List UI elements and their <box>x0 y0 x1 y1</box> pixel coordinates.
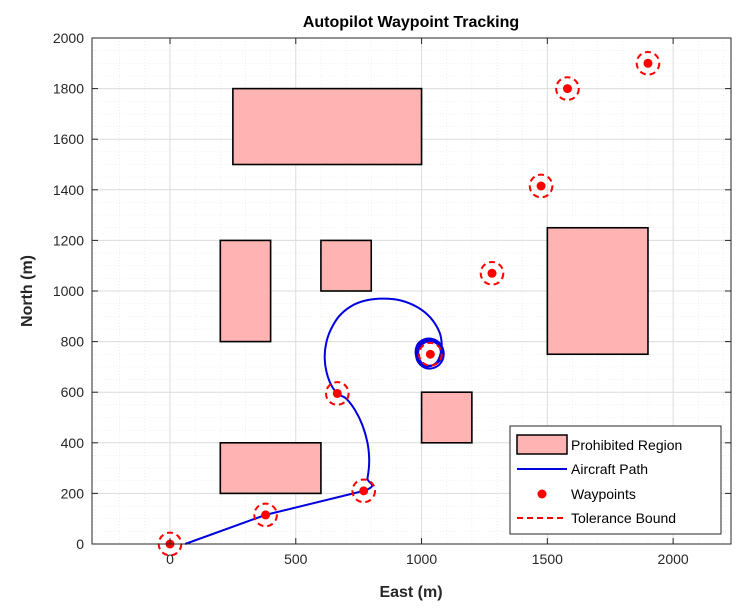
tolerance-bound-6 <box>479 260 505 286</box>
axis-ticks <box>92 37 731 545</box>
x-tick-label: 0 <box>166 551 174 567</box>
prohibited-region-1 <box>232 87 423 166</box>
y-tick-label: 800 <box>61 334 85 350</box>
y-tick-labels: 0 200 400 600 800 1000 1200 1400 1600 1800 2000 <box>53 30 84 552</box>
x-axis-label: East (m) <box>379 584 442 601</box>
waypoint-4 <box>332 388 342 398</box>
x-tick-labels: 0 500 1000 1500 2000 <box>166 551 689 567</box>
waypoint-3 <box>359 486 369 496</box>
y-tick-label: 0 <box>76 536 84 552</box>
y-tick-label: 2000 <box>53 30 84 46</box>
y-tick-label: 1400 <box>53 182 84 198</box>
chart-title: Autopilot Waypoint Tracking <box>303 14 519 31</box>
tolerance-bound-2 <box>253 502 278 528</box>
waypoint-6 <box>487 268 497 278</box>
y-tick-label: 1800 <box>53 81 84 97</box>
y-axis-label: North (m) <box>19 255 36 327</box>
legend-swatch-prohibited-region <box>516 434 568 455</box>
waypoint-5 <box>425 349 435 359</box>
tolerance-bound-3 <box>351 478 377 504</box>
legend: Prohibited Region Aircraft Path Waypoint… <box>509 425 722 535</box>
prohibited-regions <box>219 87 649 495</box>
y-tick-label: 600 <box>61 384 85 400</box>
legend-label-prohibited-region: Prohibited Region <box>571 437 682 453</box>
x-tick-label: 1500 <box>532 551 563 567</box>
tolerance-bound-7 <box>528 173 554 199</box>
tolerance-bound-9 <box>635 50 661 76</box>
legend-label-aircraft-path: Aircraft Path <box>571 461 648 477</box>
waypoint-2 <box>261 510 271 520</box>
waypoint-7 <box>536 181 546 191</box>
legend-label-tolerance-bound: Tolerance Bound <box>571 510 676 526</box>
prohibited-region-6 <box>219 441 322 495</box>
tolerance-bound-5 <box>418 341 443 367</box>
tolerance-bound-4 <box>324 381 350 406</box>
y-tick-label: 400 <box>61 435 85 451</box>
prohibited-region-3 <box>320 239 373 292</box>
prohibited-region-4 <box>546 226 649 356</box>
legend-swatch-waypoints <box>537 489 547 499</box>
waypoint-markers <box>165 58 653 549</box>
y-tick-label: 1200 <box>53 232 84 248</box>
x-tick-label: 1000 <box>406 551 437 567</box>
prohibited-region-2 <box>219 239 272 343</box>
waypoint-9 <box>643 58 653 68</box>
y-tick-label: 200 <box>61 485 85 501</box>
x-tick-label: 2000 <box>658 551 689 567</box>
legend-label-waypoints: Waypoints <box>571 486 636 502</box>
y-tick-label: 1000 <box>53 283 84 299</box>
waypoint-8 <box>562 84 572 94</box>
x-tick-label: 500 <box>284 551 308 567</box>
tolerance-bound-8 <box>555 76 580 101</box>
y-tick-label: 1600 <box>53 131 84 147</box>
prohibited-region-5 <box>420 391 473 444</box>
